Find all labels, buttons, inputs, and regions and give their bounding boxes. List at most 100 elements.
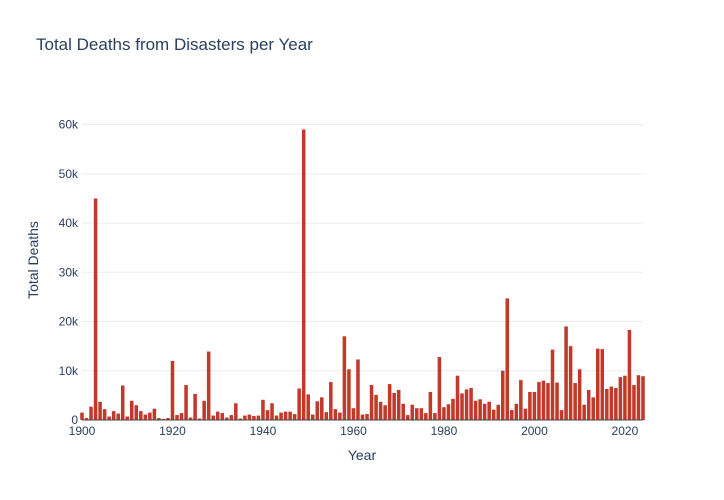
bar-2017 <box>609 386 614 420</box>
bar-1970 <box>396 389 401 420</box>
bar-2024 <box>641 376 645 420</box>
bar-2020 <box>623 375 627 420</box>
bar-1904 <box>98 401 102 420</box>
x-tick-label: 1900 <box>69 424 96 438</box>
bar-1947 <box>292 414 297 420</box>
bar-1921 <box>175 415 179 420</box>
y-tick-label: 20k <box>59 315 79 329</box>
bar-1977 <box>428 391 433 420</box>
bar-1941 <box>265 410 270 420</box>
bar-1978 <box>433 413 437 420</box>
bar-1956 <box>333 409 338 420</box>
x-tick-label: 1940 <box>250 424 277 438</box>
bar-2011 <box>582 404 586 420</box>
bar-2013 <box>591 397 595 420</box>
bar-1940 <box>261 399 265 420</box>
bar-1964 <box>369 385 374 420</box>
bar-1993 <box>500 370 505 420</box>
bar-1911 <box>130 400 134 420</box>
bar-1939 <box>256 415 261 420</box>
x-tick-label: 1980 <box>431 424 458 438</box>
bar-1966 <box>378 401 383 420</box>
bar-1984 <box>460 393 464 420</box>
bar-1980 <box>442 407 446 420</box>
bar-1957 <box>338 412 342 420</box>
bar-2016 <box>605 388 609 420</box>
bar-1901 <box>84 418 89 420</box>
bar-2005 <box>555 382 559 420</box>
bar-1963 <box>365 414 369 420</box>
bar-2010 <box>577 369 582 420</box>
bar-1920 <box>170 360 175 420</box>
bar-1900 <box>80 412 84 420</box>
y-tick-label: 10k <box>59 364 79 378</box>
bar-1953 <box>320 397 324 420</box>
x-tick-label: 2020 <box>612 424 639 438</box>
bar-1952 <box>315 401 320 420</box>
bar-1931 <box>220 413 225 420</box>
bar-1910 <box>125 416 130 420</box>
bar-1935 <box>238 418 243 420</box>
bar-1954 <box>324 412 329 420</box>
bar-1971 <box>401 403 405 420</box>
bar-1960 <box>351 408 356 420</box>
bar-1965 <box>374 394 378 420</box>
y-tick-label: 40k <box>59 216 79 230</box>
bar-1917 <box>157 418 161 420</box>
bar-1923 <box>184 385 188 420</box>
chart-title: Total Deaths from Disasters per Year <box>36 35 313 54</box>
bar-1946 <box>288 411 292 420</box>
bar-1912 <box>134 405 139 420</box>
bars <box>80 129 645 421</box>
bar-1925 <box>193 393 197 420</box>
bar-1942 <box>270 403 274 420</box>
bar-1949 <box>301 129 306 421</box>
x-tick-label: 1960 <box>340 424 367 438</box>
bar-1919 <box>166 418 170 420</box>
bar-1996 <box>514 403 519 420</box>
bar-2000 <box>532 391 537 420</box>
bar-2003 <box>546 383 550 420</box>
bar-1973 <box>410 404 415 420</box>
bar-1976 <box>424 413 428 420</box>
bar-2019 <box>618 377 623 420</box>
bar-1983 <box>455 375 460 420</box>
bar-2015 <box>600 349 605 420</box>
bar-1915 <box>148 412 152 420</box>
y-tick-labels: 0 10k 20k 30k 40k 50k 60k <box>59 118 79 427</box>
bar-1948 <box>297 388 301 420</box>
bar-1945 <box>283 411 288 420</box>
bar-1909 <box>120 385 125 420</box>
bar-1916 <box>152 408 157 420</box>
bar-1950 <box>306 394 310 420</box>
bar-1985 <box>464 389 469 420</box>
bar-1928 <box>206 351 211 420</box>
bar-1974 <box>415 408 419 420</box>
bar-1907 <box>111 411 116 420</box>
y-tick-label: 60k <box>59 118 79 132</box>
bar-1914 <box>143 414 148 420</box>
bar-1937 <box>247 414 252 420</box>
bar-2018 <box>614 388 618 420</box>
y-axis-label: Total Deaths <box>25 221 41 299</box>
bar-1987 <box>473 400 478 420</box>
bar-1903 <box>93 198 98 420</box>
bar-1968 <box>387 384 392 420</box>
bar-2014 <box>595 348 600 420</box>
bar-1972 <box>405 415 410 420</box>
bar-2008 <box>568 346 573 420</box>
bar-2007 <box>564 326 568 420</box>
bar-1991 <box>491 409 496 420</box>
bar-2012 <box>586 389 591 420</box>
bar-1930 <box>215 411 220 420</box>
bar-1969 <box>392 392 396 420</box>
bar-1926 <box>197 418 202 420</box>
bar-1967 <box>383 405 387 420</box>
bar-1933 <box>229 415 234 420</box>
y-tick-label: 30k <box>59 265 79 279</box>
bar-1994 <box>505 298 510 420</box>
bar-1905 <box>102 409 107 420</box>
bar-1989 <box>482 403 487 420</box>
x-tick-label: 2000 <box>521 424 548 438</box>
